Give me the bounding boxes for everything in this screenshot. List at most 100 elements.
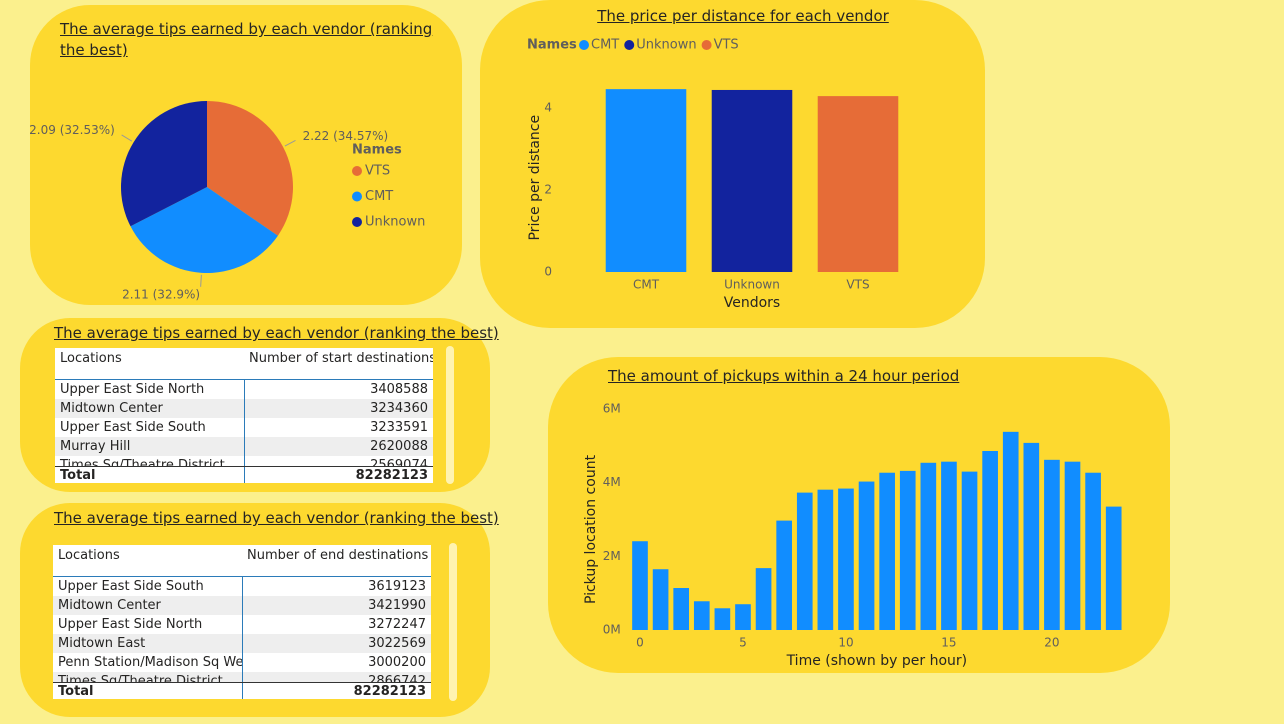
legend-title: Names: [352, 143, 402, 158]
bar: [1085, 472, 1101, 630]
table-cell: Midtown East: [53, 634, 242, 653]
bar: [941, 461, 957, 630]
bar: [1044, 459, 1060, 630]
leader-line: [200, 274, 202, 287]
data-label: 2.22 (34.57%): [303, 129, 389, 143]
column-header: Locations: [53, 545, 242, 577]
table-rows: Upper East Side South 3619123 Midtown Cent…: [53, 577, 431, 682]
table-row: Upper East Side South 3233591: [55, 418, 433, 437]
total-cell: 82282123: [243, 466, 433, 483]
chart-title: The price per distance for each vendor: [597, 7, 889, 25]
x-tick-label: 0: [636, 636, 644, 650]
table-header: Locations Number of end destinations: [53, 545, 431, 577]
pie-slice: [130, 187, 278, 274]
bar: [858, 481, 875, 630]
bar: [735, 604, 751, 630]
table-cell: Midtown Center: [55, 399, 244, 418]
y-axis-title: Pickup location count: [583, 454, 599, 604]
bar: [605, 89, 687, 272]
bar: [899, 470, 916, 630]
x-tick-label: 15: [941, 636, 956, 650]
table-cell: Penn Station/Madison Sq West: [58, 655, 242, 670]
table-row: Midtown Center 3421990: [53, 596, 431, 615]
table-rows: Upper East Side North 3408588 Midtown Cent…: [55, 380, 433, 466]
table-cell: 3233591: [243, 418, 433, 437]
table-total: Total 82282123: [55, 466, 433, 483]
bar: [1002, 431, 1019, 630]
table-total: Total 82282123: [53, 682, 431, 699]
table-cell: 3272247: [241, 615, 431, 634]
table-cell: Midtown Center: [53, 596, 242, 615]
y-axis-title: Price per distance: [527, 115, 543, 241]
total-cell: 82282123: [241, 682, 431, 699]
bar: [632, 541, 648, 630]
total-row: Total 82282123: [53, 682, 431, 699]
table-cell: 3619123: [241, 577, 431, 596]
y-tick-label: 0: [544, 265, 552, 279]
header-row: Locations Number of end destinations: [53, 545, 431, 577]
table-cell: 3408588: [243, 380, 433, 399]
bar: [961, 471, 978, 630]
table-row: Upper East Side South 3619123: [53, 577, 431, 596]
bar: [652, 569, 669, 630]
header-row: Locations Number of start destinations: [55, 348, 433, 380]
bar: [1023, 442, 1040, 630]
bar: [693, 601, 710, 630]
y-tick-label: 4: [544, 101, 552, 115]
total-cell: Total: [53, 682, 242, 699]
bar: [1105, 506, 1122, 630]
bar: [796, 492, 813, 630]
leader-line: [284, 139, 296, 147]
table-body: Upper East Side South 3619123 Midtown Cent…: [53, 577, 431, 682]
table-cell: Upper East Side South: [60, 420, 206, 435]
table-cell: Times Sq/Theatre District: [53, 672, 242, 682]
table-row: Penn Station/Madison Sq West 3000200: [53, 653, 431, 672]
y-tick-label: 0M: [603, 623, 621, 637]
x-tick-label: 5: [739, 636, 747, 650]
x-tick-label: Unknown: [724, 278, 780, 292]
scrollbar[interactable]: [449, 543, 457, 701]
table-body: Upper East Side North 3408588 Midtown Cent…: [55, 380, 433, 466]
table-row: Midtown East 3022569: [53, 634, 431, 653]
table-cell: Upper East Side North: [58, 617, 203, 632]
y-tick-label: 2: [544, 183, 552, 197]
table-cell: 3421990: [241, 596, 431, 615]
table: Locations Number of start destinations Upp…: [55, 348, 433, 483]
bar: [673, 588, 690, 630]
table-row: Midtown Center 3234360: [55, 399, 433, 418]
table-row: Upper East Side North 3272247: [53, 615, 431, 634]
legend-title: Names: [527, 38, 577, 53]
legend-label: Unknown: [636, 38, 696, 53]
table-cell: 2569074: [243, 456, 433, 466]
scrollbar[interactable]: [446, 346, 454, 484]
table-row: Murray Hill 2620088: [55, 437, 433, 456]
table-title: The average tips earned by each vendor (…: [54, 509, 499, 527]
bar: [776, 520, 792, 630]
table-cell: 3000200: [241, 653, 431, 672]
x-tick-label: CMT: [633, 278, 660, 292]
chart-title: The amount of pickups within a 24 hour p…: [608, 367, 960, 385]
x-tick-label: VTS: [846, 278, 869, 292]
table-row: Upper East Side North 3408588: [55, 380, 433, 399]
table-header: Locations Number of start destinations: [55, 348, 433, 380]
legend-label: CMT: [365, 189, 393, 204]
bar: [755, 568, 772, 630]
table-cell: Upper East Side North: [60, 382, 205, 397]
legend-marker: [624, 40, 635, 50]
bar: [838, 488, 854, 630]
table-cell: 3234360: [243, 399, 433, 418]
bar: [714, 608, 731, 630]
legend-label: Unknown: [365, 215, 425, 230]
table-cell: 2620088: [243, 437, 433, 456]
bar: [920, 462, 937, 630]
column-header: Number of end destinations: [242, 545, 431, 577]
leader-line: [121, 134, 133, 142]
table-cell: 2866742: [241, 672, 431, 682]
table-cell: 3022569: [241, 634, 431, 653]
y-tick-label: 6M: [603, 402, 621, 416]
pie-slice: [207, 101, 294, 236]
table-row: Times Sq/Theatre District 2569074: [55, 456, 433, 466]
total-row: Total 82282123: [55, 466, 433, 483]
